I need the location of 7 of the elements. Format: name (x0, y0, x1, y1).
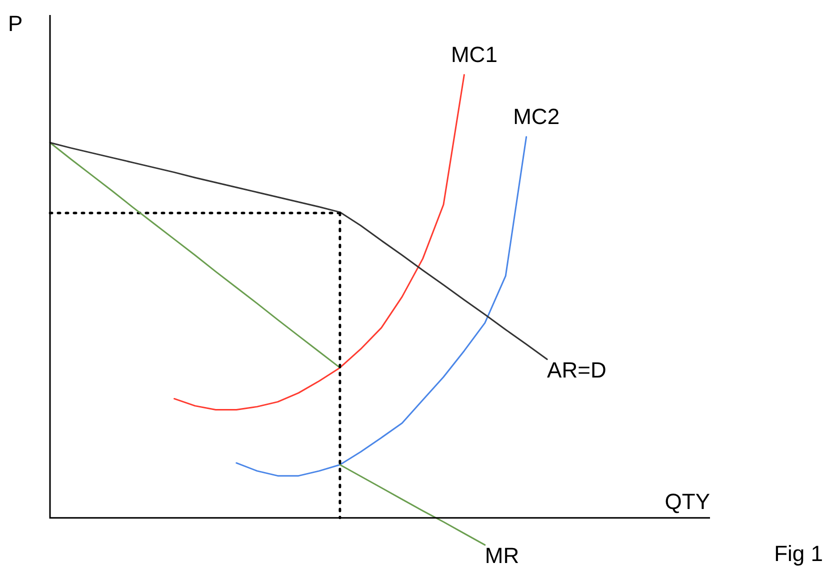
y-axis-title: P (8, 11, 23, 36)
series-label: AR=D (547, 357, 606, 382)
x-axis-title: QTY (664, 488, 710, 514)
series-label: MC2 (513, 104, 560, 129)
caption: Fig 1 (774, 541, 823, 566)
series-label: MR (484, 542, 520, 568)
series-label: MC1 (450, 42, 498, 67)
